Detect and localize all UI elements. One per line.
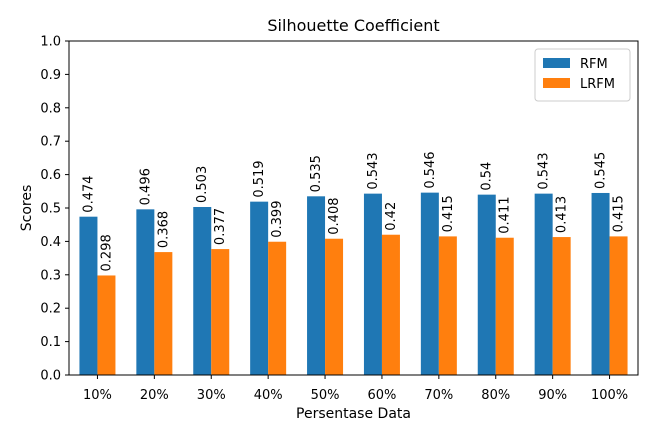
- data-label-rfm-8: 0.54: [480, 162, 495, 191]
- bar-rfm-4: [250, 201, 269, 375]
- y-tick-label: 0.9: [40, 68, 61, 83]
- x-tick-label: 50%: [311, 388, 340, 403]
- data-label-rfm-3: 0.503: [195, 166, 210, 203]
- data-label-rfm-9: 0.543: [537, 152, 552, 189]
- bar-rfm-6: [363, 193, 382, 375]
- bar-rfm-5: [307, 196, 326, 375]
- data-label-lrfm-10: 0.415: [612, 195, 627, 232]
- bar-rfm-7: [420, 192, 439, 375]
- y-tick-label: 0.1: [40, 335, 61, 350]
- bar-lrfm-4: [268, 241, 287, 375]
- bar-lrfm-3: [211, 249, 230, 375]
- bar-rfm-1: [79, 216, 98, 375]
- bar-lrfm-6: [381, 234, 400, 375]
- bar-rfm-10: [591, 192, 610, 375]
- y-tick-label: 0.2: [40, 302, 61, 317]
- x-tick-label: 20%: [140, 388, 169, 403]
- data-label-rfm-10: 0.545: [594, 152, 609, 189]
- bar-lrfm-5: [325, 238, 344, 375]
- bar-lrfm-8: [495, 237, 514, 375]
- data-label-rfm-6: 0.543: [366, 152, 381, 189]
- y-tick-label: 0.3: [40, 268, 61, 283]
- x-tick-label: 40%: [254, 388, 283, 403]
- legend-swatch-lrfm: [543, 78, 570, 88]
- data-label-rfm-7: 0.546: [423, 151, 438, 188]
- data-label-lrfm-2: 0.368: [156, 211, 171, 248]
- y-tick-label: 0.7: [40, 135, 61, 150]
- x-tick-label: 100%: [591, 388, 628, 403]
- x-tick-label: 30%: [197, 388, 226, 403]
- bar-rfm-3: [193, 206, 212, 375]
- y-tick-label: 0.6: [40, 168, 61, 183]
- y-tick-label: 0.5: [40, 202, 61, 217]
- x-axis-title: Persentase Data: [296, 406, 411, 422]
- x-tick-label: 60%: [367, 388, 396, 403]
- bar-lrfm-2: [154, 252, 173, 375]
- legend-swatch-rfm: [543, 58, 570, 68]
- data-label-rfm-4: 0.519: [252, 160, 267, 197]
- data-label-rfm-1: 0.474: [81, 175, 96, 212]
- legend-label-rfm: RFM: [580, 57, 608, 72]
- bar-rfm-9: [534, 193, 553, 375]
- data-label-lrfm-5: 0.408: [327, 198, 342, 235]
- y-tick-label: 1.0: [40, 35, 61, 50]
- legend-label-lrfm: LRFM: [580, 77, 615, 92]
- data-label-lrfm-1: 0.298: [99, 234, 114, 271]
- x-tick-label: 10%: [83, 388, 112, 403]
- data-label-lrfm-4: 0.399: [270, 201, 285, 238]
- legend: RFM LRFM: [534, 48, 631, 102]
- x-tick-label: 80%: [481, 388, 510, 403]
- data-label-rfm-2: 0.496: [138, 168, 153, 205]
- x-tick-label: 70%: [424, 388, 453, 403]
- y-tick-label: 0.4: [40, 235, 61, 250]
- data-label-rfm-5: 0.535: [309, 155, 324, 192]
- y-tick-label: 0.8: [40, 101, 61, 116]
- data-label-lrfm-3: 0.377: [213, 208, 228, 245]
- bar-rfm-8: [477, 194, 496, 375]
- data-label-lrfm-7: 0.415: [441, 195, 456, 232]
- bar-lrfm-10: [609, 236, 628, 375]
- data-label-lrfm-8: 0.411: [498, 197, 513, 234]
- y-tick-label: 0.0: [40, 369, 61, 384]
- x-tick-label: 90%: [538, 388, 567, 403]
- bar-rfm-2: [136, 209, 155, 375]
- y-axis-title: Scores: [19, 185, 35, 232]
- bar-lrfm-1: [97, 275, 116, 375]
- bar-lrfm-9: [552, 237, 571, 375]
- chart-title: Silhouette Coefficient: [267, 16, 439, 35]
- data-label-lrfm-9: 0.413: [555, 196, 570, 233]
- plot-area: 0.474 0.496 0.503 0.519 0.535 0.543 0.546 0.54 0…: [40, 35, 639, 403]
- data-label-lrfm-6: 0.42: [384, 202, 399, 231]
- bar-lrfm-7: [438, 236, 457, 375]
